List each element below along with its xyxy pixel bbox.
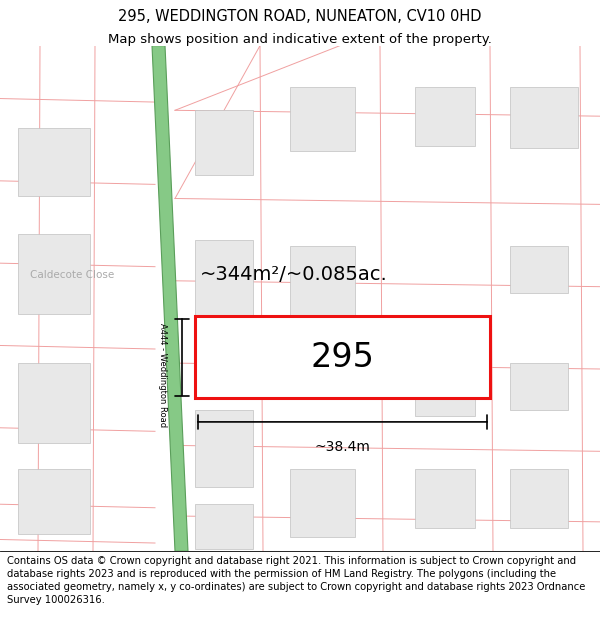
Text: 295, WEDDINGTON ROAD, NUNEATON, CV10 0HD: 295, WEDDINGTON ROAD, NUNEATON, CV10 0HD xyxy=(118,9,482,24)
Bar xyxy=(510,469,568,528)
Text: 295: 295 xyxy=(311,341,374,374)
Bar xyxy=(18,363,90,443)
Bar xyxy=(415,469,475,528)
Bar xyxy=(290,246,355,326)
Bar xyxy=(18,234,90,314)
Text: ~38.4m: ~38.4m xyxy=(314,439,370,454)
Text: A444 - Weddington Road: A444 - Weddington Road xyxy=(158,322,167,427)
Text: Contains OS data © Crown copyright and database right 2021. This information is : Contains OS data © Crown copyright and d… xyxy=(7,556,586,605)
Polygon shape xyxy=(152,46,188,551)
Bar xyxy=(195,110,253,175)
Bar xyxy=(510,246,568,292)
Bar xyxy=(290,469,355,537)
Bar xyxy=(195,239,253,322)
Bar xyxy=(195,316,490,398)
Bar xyxy=(290,87,355,151)
Bar xyxy=(415,363,475,416)
Bar xyxy=(18,469,90,534)
Text: Map shows position and indicative extent of the property.: Map shows position and indicative extent… xyxy=(108,33,492,46)
Bar xyxy=(510,363,568,410)
Bar xyxy=(415,87,475,146)
Text: ~344m²/~0.085ac.: ~344m²/~0.085ac. xyxy=(200,266,388,284)
Bar xyxy=(195,504,253,549)
Text: Caldecote Close: Caldecote Close xyxy=(30,270,114,280)
Bar xyxy=(18,128,90,196)
Bar xyxy=(510,87,578,148)
Bar xyxy=(195,410,253,487)
